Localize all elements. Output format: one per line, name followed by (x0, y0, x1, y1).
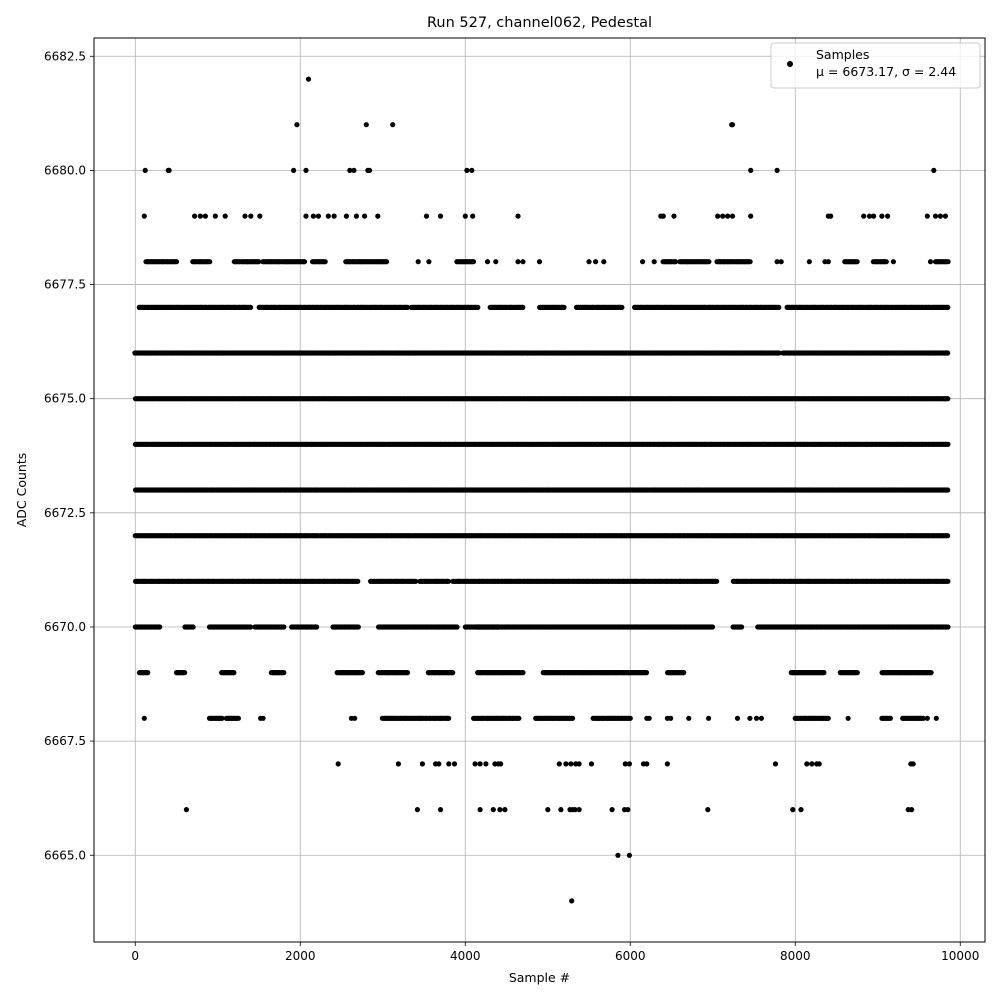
data-point (714, 579, 719, 584)
data-point (945, 579, 950, 584)
data-point (776, 305, 781, 310)
data-point (945, 305, 950, 310)
data-point (945, 533, 950, 538)
data-point (157, 624, 162, 629)
data-point (355, 579, 360, 584)
data-point (191, 624, 196, 629)
data-point (619, 305, 624, 310)
data-point (356, 624, 361, 629)
data-point (945, 350, 950, 355)
data-point (314, 624, 319, 629)
data-point (520, 305, 525, 310)
data-point (248, 305, 253, 310)
data-point (475, 305, 480, 310)
data-point (248, 624, 253, 629)
data-point (945, 487, 950, 492)
data-point (281, 624, 286, 629)
data-point (945, 396, 950, 401)
data-point (561, 305, 566, 310)
data-point (945, 442, 950, 447)
